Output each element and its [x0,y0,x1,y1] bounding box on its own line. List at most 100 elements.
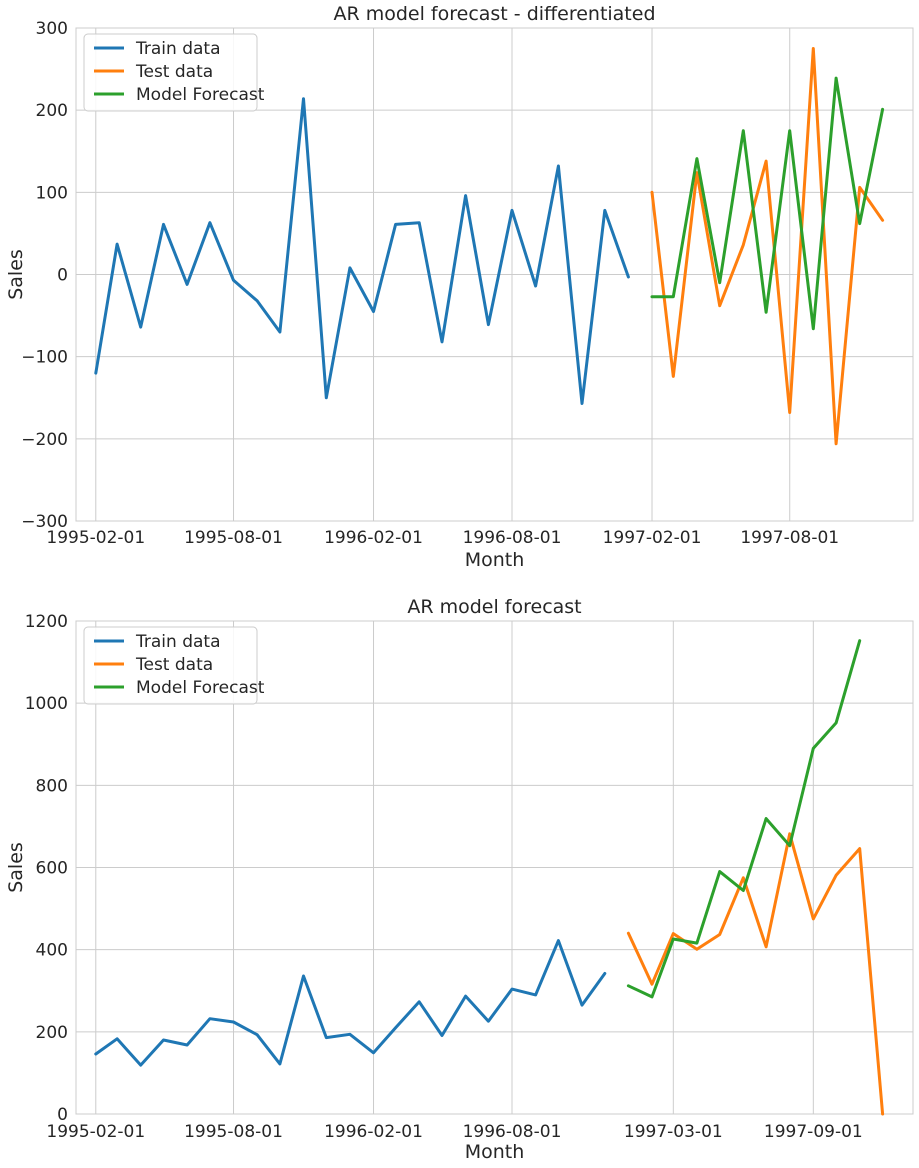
data-point [764,945,768,948]
data-point [650,982,654,986]
data-point [858,639,861,642]
data-point [742,889,745,892]
x-tick-label: 1995-08-01 [184,1122,283,1142]
data-point [627,275,630,279]
series-line-train-data [94,939,607,1067]
data-point [94,371,97,375]
data-point [464,994,467,998]
data-point [372,310,375,313]
data-point [718,933,721,936]
data-point [115,242,119,246]
data-point [232,1020,235,1024]
legend-label: Train data [135,632,221,652]
x-axis-label: Month [465,549,525,571]
data-point [834,874,838,877]
y-tick-label: 0 [57,1105,68,1125]
data-point [139,1063,142,1067]
chart-title: AR model forecast [407,596,581,618]
y-tick-label: 400 [36,941,68,961]
data-point [417,221,421,224]
data-point [812,327,815,330]
data-point [627,932,630,935]
data-point [557,164,560,168]
data-point [788,844,791,847]
data-point [858,186,861,189]
data-point [208,1017,212,1020]
legend-label: Model Forecast [136,678,265,698]
data-point [718,870,721,873]
data-point [695,941,699,945]
y-tick-label: 0 [57,266,68,286]
data-point [650,191,654,194]
y-tick-label: −200 [21,430,68,450]
legend-label: Test data [135,655,213,675]
data-point [534,993,537,997]
data-point [672,932,675,935]
data-point [510,209,514,212]
data-point [255,1033,259,1036]
legend: Train data Test data Model Forecast [83,626,265,705]
data-point [487,323,490,326]
legend-box [83,33,258,112]
y-tick-label: −300 [21,512,68,532]
data-point [162,223,165,226]
data-point [718,281,721,284]
x-tick-label: 1996-08-01 [463,528,562,548]
plot-frame [75,620,914,1115]
chart-2: 0 200 400 600 800 1000 1200 1995-02-01 1995-08-0… [5,596,914,1163]
chart-1: −300 −200 −100 0 100 200 300 1995-02-01 1995-08-… [5,3,914,571]
y-axis-label: Sales [5,842,27,893]
data-point [812,47,815,50]
data-point [695,948,699,951]
data-point [302,974,305,978]
data-point [394,223,397,226]
x-tick-label: 1997-02-01 [603,528,702,548]
data-point [834,442,838,445]
data-point [627,984,630,988]
data-point [695,171,699,174]
data-point [650,295,654,298]
y-tick-label: 1200 [25,612,68,632]
data-point [232,279,235,282]
data-point [139,325,142,329]
data-point [325,396,328,399]
data-point [348,266,352,270]
data-point [603,972,607,975]
data-point [603,209,607,212]
series-line-model-forecast [626,639,862,999]
x-tick-label: 1997-03-01 [624,1122,723,1142]
x-tick-label: 1996-02-01 [324,1122,423,1142]
data-point [672,937,675,941]
data-point [788,411,791,414]
data-point [440,340,444,344]
x-tick-label: 1997-08-01 [740,528,839,548]
y-tick-label: 600 [36,859,68,879]
data-point [858,222,861,225]
data-point [764,159,768,163]
y-tick-label: −100 [21,348,68,368]
data-point [788,129,791,132]
data-point [348,1033,352,1036]
x-tick-label: 1996-08-01 [463,1122,562,1142]
series-line-model-forecast [650,76,885,331]
legend-label: Test data [135,62,213,82]
x-tick-label: 1996-02-01 [324,528,423,548]
data-point [858,847,861,850]
data-point [580,1003,584,1007]
data-point [672,295,675,298]
data-point [255,299,259,302]
legend-label: Train data [135,39,221,59]
y-tick-label: 200 [36,101,68,121]
x-tick-label: 1995-02-01 [46,1122,145,1142]
legend-box [83,626,258,705]
series-line-test-data [650,47,885,446]
data-point [534,284,537,288]
data-point [764,311,768,314]
y-tick-label: 200 [36,1023,68,1043]
x-tick-label: 1995-08-01 [184,528,283,548]
data-point [718,304,721,307]
legend-label: Model Forecast [136,85,265,105]
data-point [881,219,884,222]
data-point [372,1051,375,1054]
